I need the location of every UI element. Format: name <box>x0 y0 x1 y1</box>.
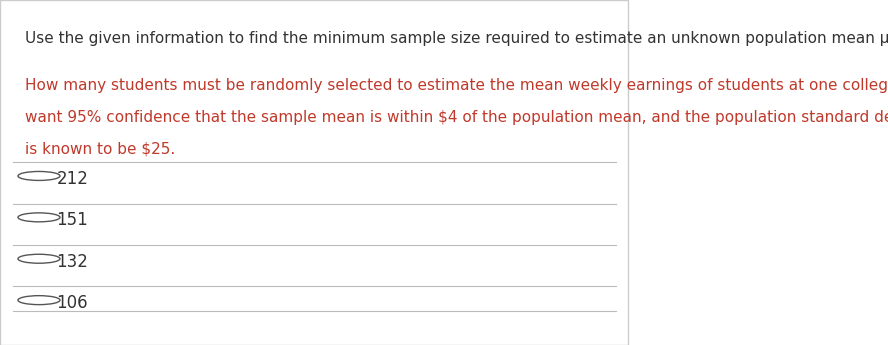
Text: Use the given information to find the minimum sample size required to estimate a: Use the given information to find the mi… <box>25 31 888 46</box>
Text: 106: 106 <box>57 294 88 312</box>
Text: want 95% confidence that the sample mean is within $4 of the population mean, an: want 95% confidence that the sample mean… <box>25 110 888 125</box>
Text: 151: 151 <box>57 211 88 229</box>
Text: is known to be $25.: is known to be $25. <box>25 142 176 157</box>
Text: 212: 212 <box>57 170 89 188</box>
Text: How many students must be randomly selected to estimate the mean weekly earnings: How many students must be randomly selec… <box>25 78 888 92</box>
Text: 132: 132 <box>57 253 89 271</box>
